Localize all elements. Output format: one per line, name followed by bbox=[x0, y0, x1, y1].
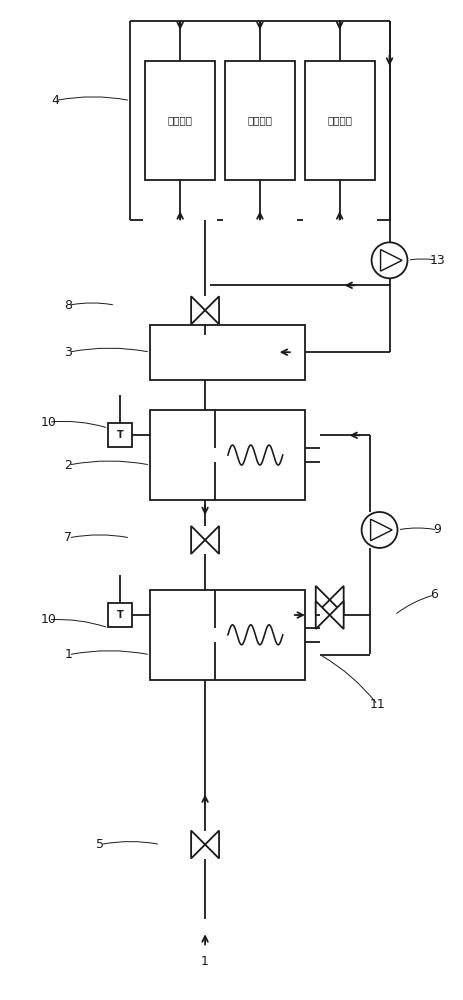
Polygon shape bbox=[380, 250, 401, 271]
Text: T: T bbox=[117, 610, 124, 620]
Polygon shape bbox=[191, 296, 205, 324]
Polygon shape bbox=[191, 831, 205, 859]
Bar bbox=[150, 325, 304, 380]
Polygon shape bbox=[315, 601, 329, 629]
Polygon shape bbox=[191, 526, 205, 554]
Text: 7: 7 bbox=[64, 531, 72, 544]
Text: 8: 8 bbox=[64, 299, 72, 312]
Polygon shape bbox=[205, 831, 219, 859]
Text: 4: 4 bbox=[51, 94, 59, 107]
Polygon shape bbox=[205, 296, 219, 324]
Bar bbox=[108, 423, 132, 447]
Text: 用户水筱: 用户水筱 bbox=[247, 116, 272, 126]
Circle shape bbox=[371, 242, 407, 278]
Text: 5: 5 bbox=[96, 838, 104, 851]
Polygon shape bbox=[370, 519, 391, 541]
Polygon shape bbox=[205, 526, 219, 554]
Bar bbox=[108, 603, 132, 627]
Polygon shape bbox=[329, 601, 343, 629]
Text: 3: 3 bbox=[64, 346, 72, 359]
Bar bbox=[150, 590, 304, 680]
Text: 用户水筱: 用户水筱 bbox=[167, 116, 192, 126]
Bar bbox=[304, 61, 374, 180]
Bar bbox=[225, 61, 294, 180]
Text: 13: 13 bbox=[429, 254, 444, 267]
Polygon shape bbox=[329, 586, 343, 614]
Text: 9: 9 bbox=[432, 523, 440, 536]
Text: 10: 10 bbox=[41, 416, 56, 429]
Bar bbox=[150, 410, 304, 500]
Text: 11: 11 bbox=[369, 698, 385, 711]
Polygon shape bbox=[315, 586, 329, 614]
Bar bbox=[145, 61, 214, 180]
Text: 1: 1 bbox=[64, 648, 72, 661]
Text: T: T bbox=[117, 430, 124, 440]
Text: 6: 6 bbox=[430, 588, 438, 601]
Text: 2: 2 bbox=[64, 459, 72, 472]
Circle shape bbox=[361, 512, 397, 548]
Text: 10: 10 bbox=[41, 613, 56, 626]
Text: 1: 1 bbox=[200, 955, 208, 968]
Text: 用户水筱: 用户水筱 bbox=[326, 116, 351, 126]
